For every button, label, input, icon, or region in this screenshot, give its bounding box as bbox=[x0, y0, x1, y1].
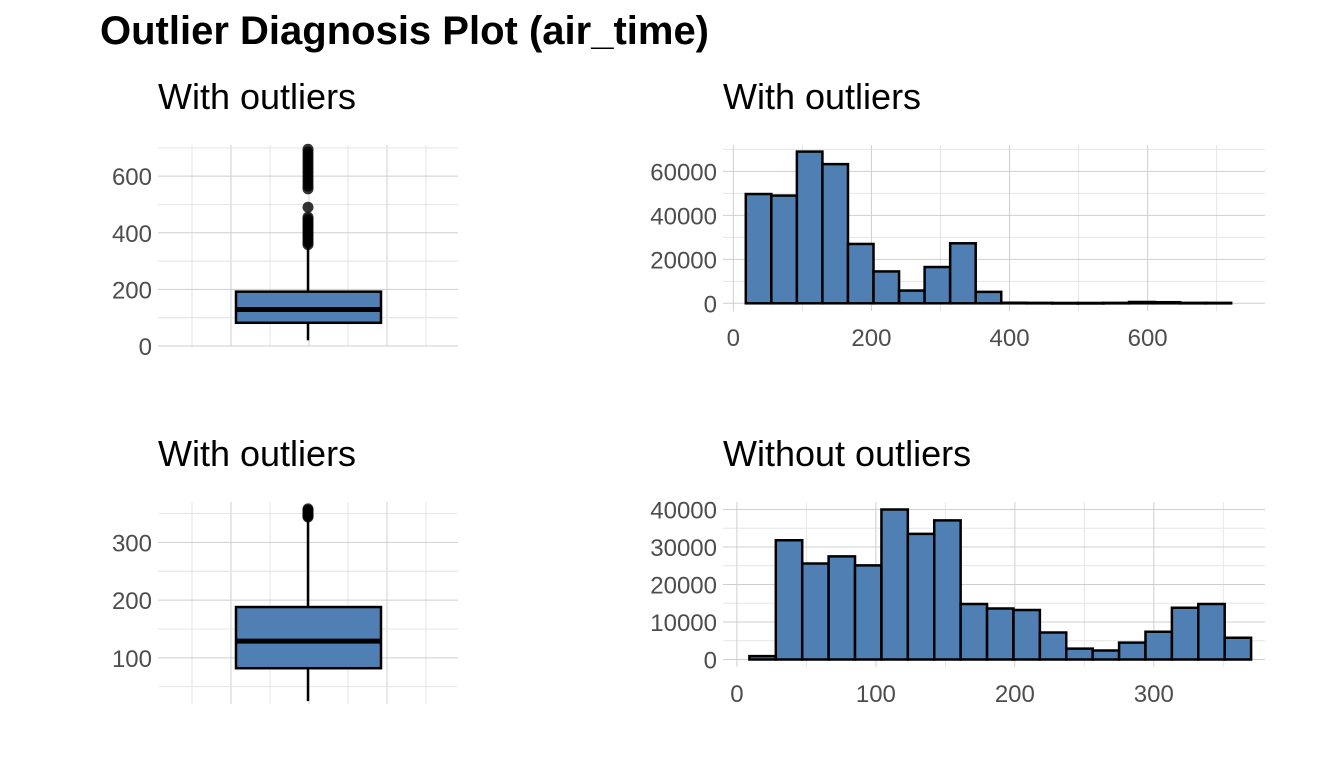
histogram-bar bbox=[744, 192, 773, 305]
histogram-bar bbox=[821, 162, 850, 305]
histogram-bar bbox=[1076, 301, 1105, 305]
histogram-bar bbox=[795, 150, 824, 305]
histogram-bar bbox=[1153, 300, 1182, 305]
outlier-point bbox=[302, 143, 314, 155]
panel-title-boxplot-with-outliers: With outliers bbox=[158, 76, 356, 117]
y-tick-label: 600 bbox=[112, 164, 152, 191]
histogram-bar bbox=[800, 562, 830, 661]
plot-area: 0 200 400 600 bbox=[112, 143, 458, 361]
histogram-bar bbox=[880, 508, 910, 661]
plot-area: 100 200 300 bbox=[112, 502, 458, 704]
histogram-with-outliers-panel: With outliers 0 200 400 600 0 20000 40000 60000 bbox=[650, 76, 1265, 352]
histogram-bar bbox=[1197, 602, 1226, 661]
histogram-bar bbox=[948, 242, 977, 305]
x-tick-label: 0 bbox=[730, 681, 743, 708]
x-tick-label: 0 bbox=[727, 325, 740, 352]
histogram-bar bbox=[774, 539, 804, 661]
y-tick-label: 40000 bbox=[650, 203, 717, 230]
histogram-without-outliers-panel: Without outliers 0 100 200 300 0 10000 20000 30… bbox=[650, 433, 1265, 708]
histogram-bar bbox=[1223, 636, 1253, 661]
histogram-bar bbox=[770, 194, 799, 305]
outlier-point bbox=[302, 503, 314, 515]
y-tick-label: 20000 bbox=[650, 247, 717, 274]
y-tick-label: 60000 bbox=[650, 159, 717, 186]
histogram-bar bbox=[932, 519, 962, 661]
panel-title-histogram-with-outliers: With outliers bbox=[723, 76, 921, 117]
outlier-point bbox=[302, 201, 314, 213]
y-tick-label: 200 bbox=[112, 588, 152, 615]
histogram-bar bbox=[1038, 631, 1068, 661]
plot-area: 0 200 400 600 0 20000 40000 60000 bbox=[650, 145, 1265, 352]
y-tick-label: 200 bbox=[112, 277, 152, 304]
y-tick-label: 0 bbox=[704, 648, 717, 675]
histogram-bar bbox=[853, 564, 883, 661]
boxplot-without-outliers-panel: With outliers 100 200 300 bbox=[112, 433, 458, 704]
x-tick-label: 200 bbox=[995, 681, 1035, 708]
histogram-bar bbox=[1012, 608, 1042, 661]
y-tick-label: 10000 bbox=[650, 610, 717, 637]
histogram-bar bbox=[1117, 641, 1147, 661]
histogram-bar bbox=[974, 290, 1003, 305]
histogram-bar bbox=[1051, 301, 1080, 305]
histogram-bar bbox=[872, 270, 901, 305]
y-tick-label: 100 bbox=[112, 646, 152, 673]
y-tick-label: 20000 bbox=[650, 573, 717, 600]
histogram-bar bbox=[1065, 647, 1094, 661]
iqr-box bbox=[234, 605, 383, 670]
histogram-bar bbox=[1204, 301, 1233, 305]
panel-title-boxplot-without-outliers: With outliers bbox=[158, 433, 356, 474]
x-tick-label: 600 bbox=[1128, 325, 1168, 352]
histogram-bar bbox=[748, 654, 778, 661]
histogram-bar bbox=[827, 555, 857, 661]
histogram-bar bbox=[959, 602, 989, 661]
histogram-bar bbox=[846, 242, 875, 305]
plot-area: 0 100 200 300 0 10000 20000 30000 40000 bbox=[650, 498, 1265, 708]
y-tick-label: 400 bbox=[112, 221, 152, 248]
histogram-bar bbox=[1144, 630, 1174, 661]
histogram-bar bbox=[1170, 606, 1200, 661]
histogram-bar bbox=[1102, 301, 1131, 305]
boxplot-with-outliers-panel: With outliers 0 200 400 600 bbox=[112, 76, 458, 361]
x-tick-label: 100 bbox=[856, 681, 896, 708]
y-tick-label: 30000 bbox=[650, 535, 717, 562]
histogram-bar bbox=[985, 607, 1015, 661]
outlier-point bbox=[302, 211, 314, 223]
histogram-bar bbox=[1178, 301, 1207, 305]
histogram-bar bbox=[1127, 300, 1156, 305]
x-tick-label: 400 bbox=[990, 325, 1030, 352]
y-tick-label: 0 bbox=[704, 291, 717, 318]
y-tick-label: 40000 bbox=[650, 498, 717, 525]
histogram-bar bbox=[1025, 301, 1054, 305]
histogram-bar bbox=[923, 265, 952, 305]
x-tick-label: 200 bbox=[851, 325, 891, 352]
main-title: Outlier Diagnosis Plot (air_time) bbox=[100, 9, 709, 53]
y-tick-label: 300 bbox=[112, 530, 152, 557]
histogram-bar bbox=[906, 532, 936, 661]
histogram-bar bbox=[1091, 649, 1121, 661]
x-tick-label: 300 bbox=[1134, 681, 1174, 708]
histogram-bar bbox=[999, 301, 1029, 305]
y-tick-label: 0 bbox=[139, 334, 152, 361]
histogram-bar bbox=[897, 289, 926, 305]
panel-title-histogram-without-outliers: Without outliers bbox=[723, 433, 971, 474]
